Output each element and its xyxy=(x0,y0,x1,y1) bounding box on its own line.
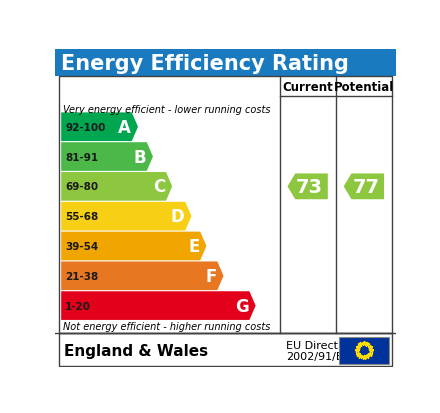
Text: Very energy efficient - lower running costs: Very energy efficient - lower running co… xyxy=(63,105,270,115)
Text: F: F xyxy=(205,267,216,285)
Polygon shape xyxy=(344,174,384,200)
Text: Current: Current xyxy=(282,81,333,94)
Polygon shape xyxy=(61,173,172,201)
Text: A: A xyxy=(118,119,131,136)
Polygon shape xyxy=(61,292,256,320)
Text: D: D xyxy=(171,208,184,225)
Text: 1-20: 1-20 xyxy=(65,301,91,311)
Bar xyxy=(59,77,392,333)
Text: G: G xyxy=(235,297,249,315)
Text: 21-38: 21-38 xyxy=(65,271,98,281)
Text: England & Wales: England & Wales xyxy=(64,343,209,358)
Text: E: E xyxy=(188,237,199,255)
Bar xyxy=(339,337,389,364)
Polygon shape xyxy=(61,143,153,171)
Polygon shape xyxy=(61,232,206,261)
Text: EU Directive: EU Directive xyxy=(286,340,355,350)
Bar xyxy=(59,333,392,366)
Polygon shape xyxy=(287,174,328,200)
Text: 81-91: 81-91 xyxy=(65,152,98,162)
Text: 77: 77 xyxy=(352,178,379,196)
Text: 55-68: 55-68 xyxy=(65,211,98,222)
Polygon shape xyxy=(61,262,224,290)
Bar xyxy=(55,50,396,77)
Text: B: B xyxy=(133,148,146,166)
Polygon shape xyxy=(61,113,138,142)
Text: 73: 73 xyxy=(296,178,323,196)
Text: Not energy efficient - higher running costs: Not energy efficient - higher running co… xyxy=(63,321,270,332)
Polygon shape xyxy=(61,202,191,231)
Text: 2002/91/EC: 2002/91/EC xyxy=(286,351,351,361)
Text: 92-100: 92-100 xyxy=(65,122,106,133)
Text: 39-54: 39-54 xyxy=(65,241,98,252)
Text: Energy Efficiency Rating: Energy Efficiency Rating xyxy=(61,53,349,74)
Text: Potential: Potential xyxy=(334,81,394,94)
Text: C: C xyxy=(153,178,165,196)
Text: 69-80: 69-80 xyxy=(65,182,98,192)
